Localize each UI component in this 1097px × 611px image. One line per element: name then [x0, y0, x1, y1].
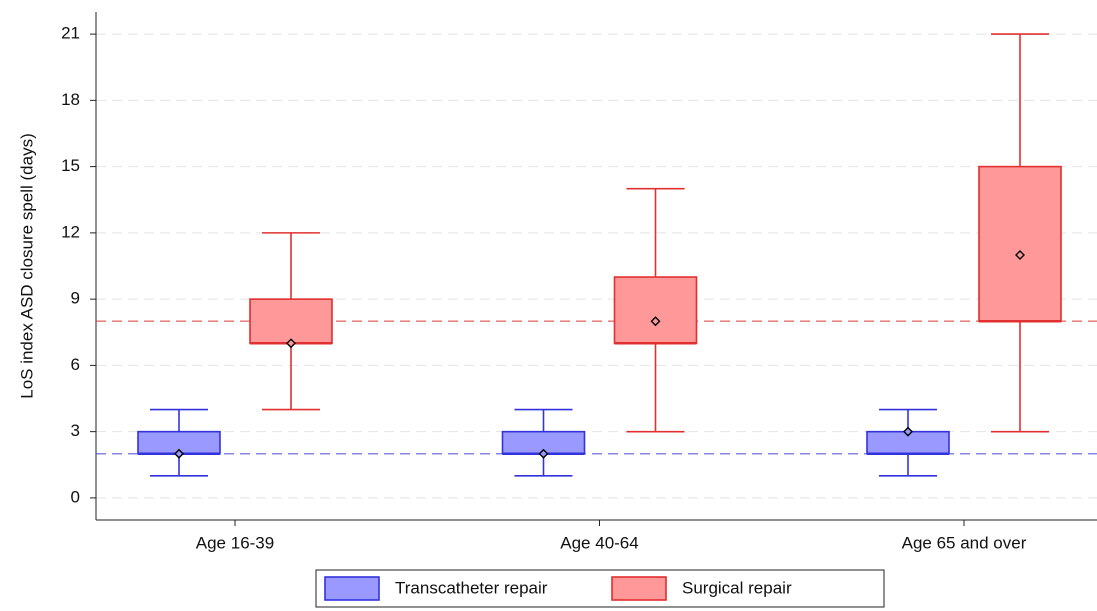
- y-tick-label: 9: [71, 289, 80, 308]
- y-tick-label: 15: [61, 156, 80, 175]
- mean-marker: [903, 426, 913, 437]
- legend-swatch: [324, 576, 380, 601]
- mean-marker: [650, 316, 661, 327]
- mean-marker: [1015, 249, 1025, 260]
- legend-frame: [315, 569, 885, 608]
- mean-marker: [286, 338, 296, 349]
- x-tick-label: Age 65 and over: [902, 533, 1027, 552]
- box: [613, 276, 698, 345]
- x-tick-label: Age 16-39: [196, 533, 274, 552]
- y-tick-label: 6: [71, 355, 80, 374]
- mean-marker: [174, 448, 184, 459]
- y-axis-label: LoS index ASD closure spell (days): [17, 133, 36, 399]
- box: [978, 165, 1062, 323]
- y-tick-label: 21: [61, 24, 80, 43]
- y-tick-label: 18: [61, 90, 80, 109]
- box: [249, 298, 333, 345]
- mean-marker: [538, 448, 549, 459]
- legend-swatch: [611, 576, 667, 601]
- x-tick-label: Age 40-64: [560, 533, 638, 552]
- y-tick-label: 3: [71, 421, 80, 440]
- legend-label: Transcatheter repair: [395, 578, 548, 597]
- legend-label: Surgical repair: [682, 578, 792, 597]
- y-tick-label: 0: [71, 487, 80, 506]
- y-tick-label: 12: [61, 222, 80, 241]
